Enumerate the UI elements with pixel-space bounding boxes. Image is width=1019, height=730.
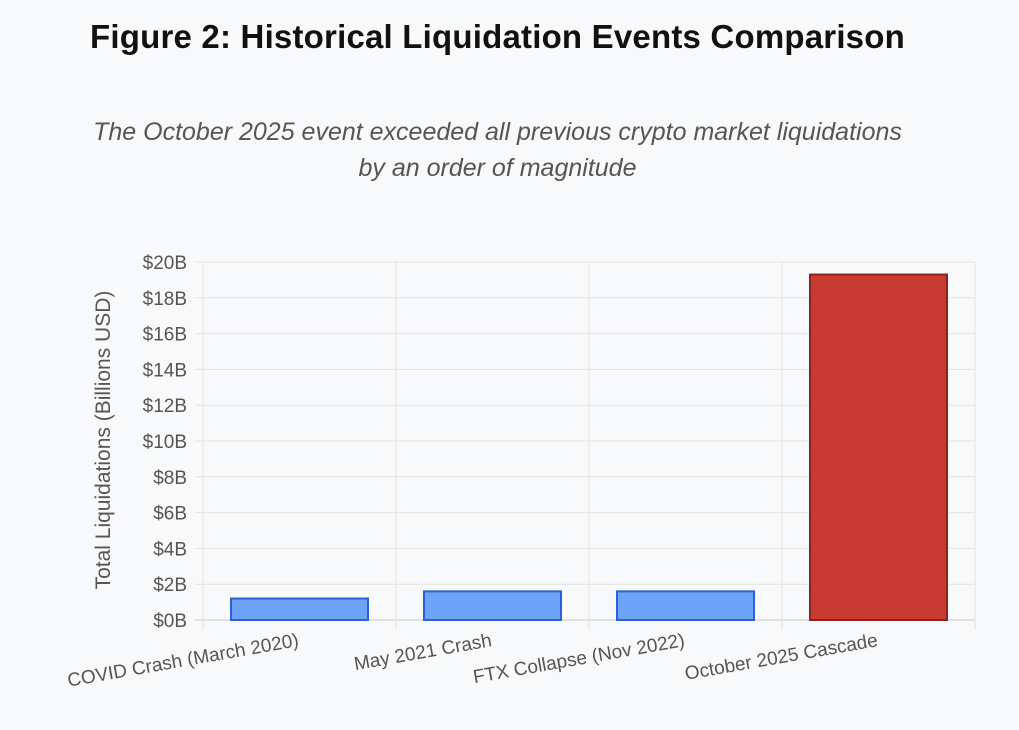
bar — [229, 597, 370, 622]
y-tick-label: $0B — [153, 611, 187, 632]
y-tick-label: $8B — [153, 468, 187, 489]
x-tick-label: October 2025 Cascade — [683, 630, 879, 685]
y-axis-ticks: $0B $2B $4B $6B $8B $10B $12B $14B $16B $18B $20B — [143, 253, 187, 632]
y-tick-label: $10B — [143, 432, 187, 453]
y-tick-label: $18B — [143, 289, 187, 310]
chart-subtitle-line-1: The October 2025 event exceeded all prev… — [93, 118, 902, 146]
y-axis-title: Total Liquidations (Billions USD) — [92, 291, 115, 590]
bars — [229, 273, 949, 622]
y-tick-label: $2B — [153, 575, 187, 596]
bar — [808, 273, 949, 621]
y-tick-label: $6B — [153, 504, 187, 525]
x-axis-ticks: COVID Crash (March 2020) May 2021 CrashFT… — [66, 630, 879, 691]
chart-title: Figure 2: Historical Liquidation Events … — [90, 18, 905, 55]
bar — [615, 590, 756, 621]
bar — [422, 590, 563, 621]
y-tick-label: $4B — [153, 539, 187, 560]
y-tick-label: $12B — [143, 396, 187, 417]
chart-subtitle: The October 2025 event exceeded all prev… — [0, 114, 995, 186]
x-tick-label: FTX Collapse (Nov 2022) — [472, 630, 687, 688]
y-tick-label: $14B — [143, 360, 187, 381]
y-tick-label: $20B — [143, 253, 187, 274]
chart-subtitle-line-2: by an order of magnitude — [358, 154, 637, 182]
y-tick-label: $16B — [143, 325, 187, 346]
x-tick-label: COVID Crash (March 2020) — [66, 630, 300, 691]
